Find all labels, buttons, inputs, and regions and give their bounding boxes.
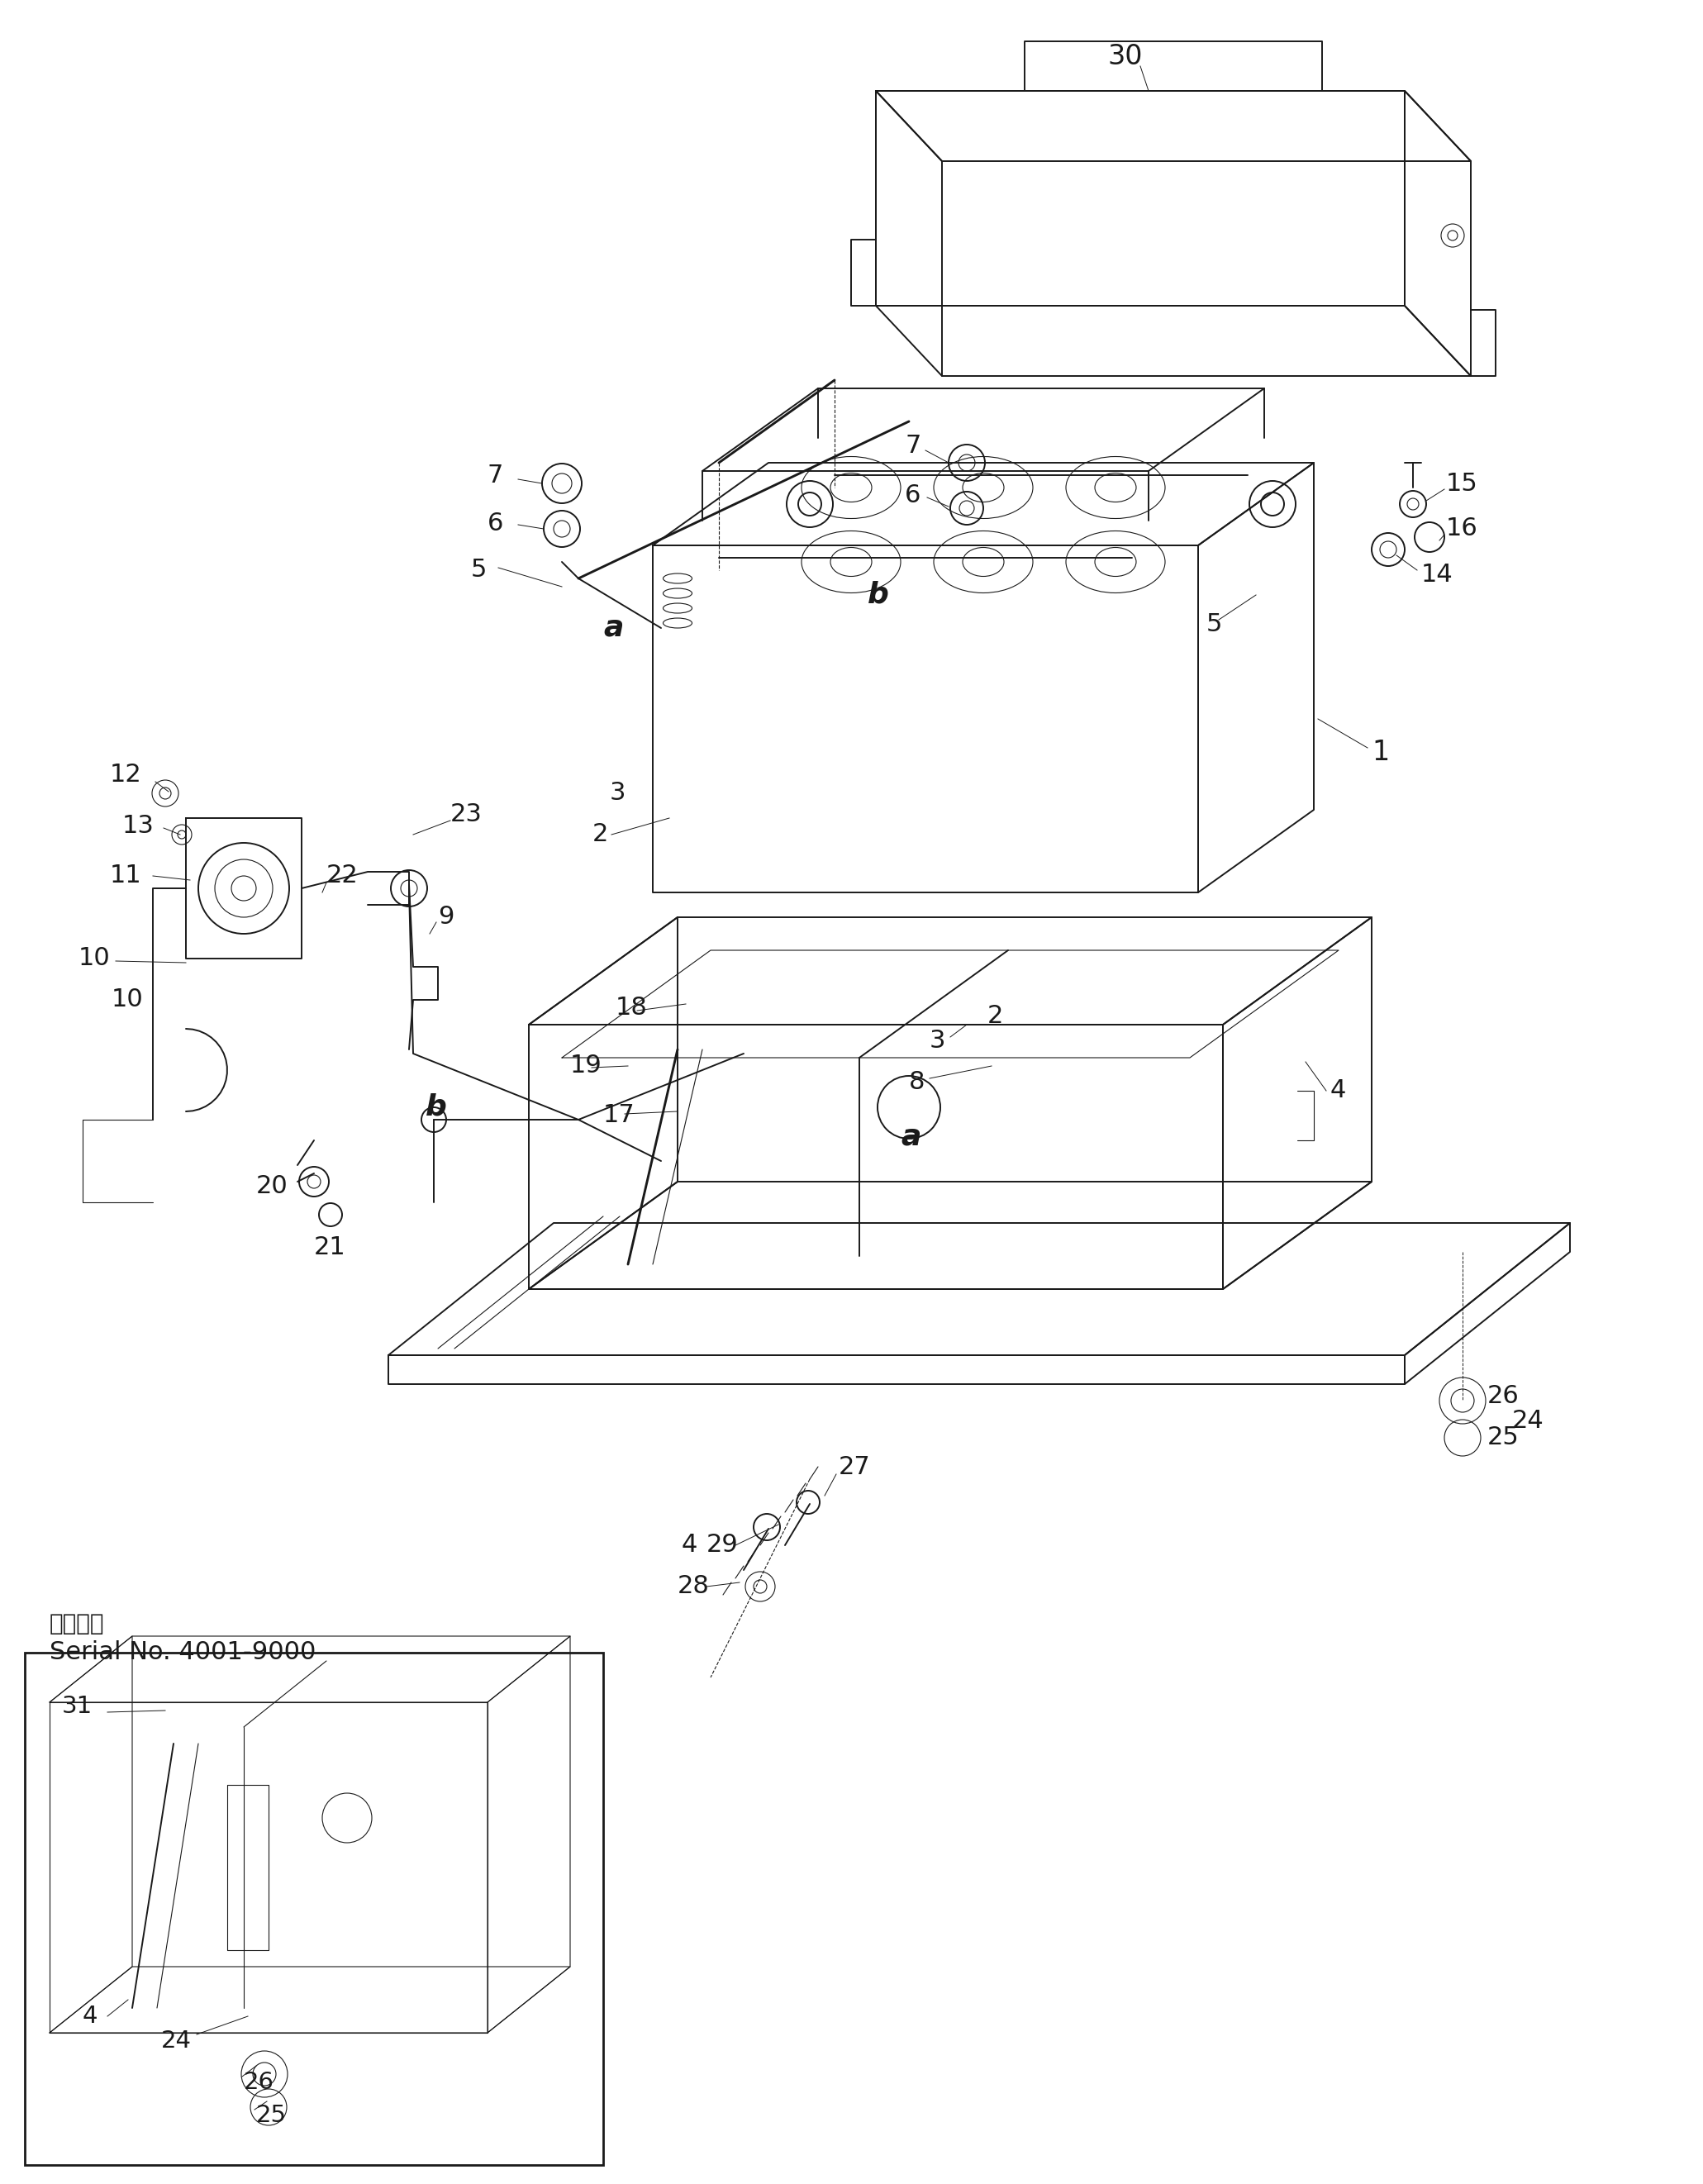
Text: a: a [901, 1123, 921, 1151]
Text: b: b [426, 1094, 446, 1120]
Text: 25: 25 [255, 2103, 286, 2127]
Text: 30: 30 [1107, 41, 1143, 70]
Text: 18: 18 [615, 996, 647, 1020]
Text: 11: 11 [111, 865, 141, 889]
Text: 20: 20 [255, 1173, 288, 1197]
Text: 8: 8 [909, 1070, 925, 1094]
Text: 7: 7 [487, 463, 504, 487]
Text: 13: 13 [123, 815, 155, 839]
Text: 10: 10 [78, 946, 111, 970]
Text: 21: 21 [313, 1236, 346, 1260]
Text: 6: 6 [904, 485, 921, 509]
Text: 4: 4 [681, 1533, 698, 1557]
Text: 27: 27 [838, 1455, 870, 1479]
Text: 1: 1 [1371, 738, 1390, 767]
Text: 24: 24 [162, 2029, 192, 2053]
Text: 17: 17 [603, 1103, 635, 1127]
Text: 2: 2 [593, 823, 608, 847]
Text: 7: 7 [904, 435, 921, 459]
Text: 適用号機: 適用号機 [49, 1612, 104, 1636]
Text: b: b [867, 581, 889, 609]
Text: 25: 25 [1487, 1426, 1519, 1450]
Text: 2: 2 [988, 1005, 1003, 1029]
Text: 23: 23 [450, 802, 482, 826]
Text: 14: 14 [1422, 561, 1453, 585]
Text: 3: 3 [930, 1029, 945, 1053]
Text: 29: 29 [707, 1533, 739, 1557]
Text: 4: 4 [1330, 1079, 1347, 1103]
Text: 12: 12 [111, 762, 141, 786]
Text: 15: 15 [1446, 472, 1478, 496]
Text: 5: 5 [1206, 612, 1223, 636]
Text: 19: 19 [571, 1055, 603, 1079]
Text: 31: 31 [61, 1695, 92, 1719]
Text: 24: 24 [1512, 1409, 1545, 1433]
Text: 22: 22 [327, 865, 358, 889]
Text: 9: 9 [438, 904, 455, 928]
Text: 26: 26 [244, 2070, 274, 2094]
Text: 5: 5 [472, 559, 487, 583]
Text: 10: 10 [112, 987, 143, 1011]
Text: a: a [603, 614, 623, 642]
Text: 6: 6 [487, 511, 504, 535]
Text: Serial No. 4001-9000: Serial No. 4001-9000 [49, 1640, 317, 1664]
Text: 28: 28 [678, 1575, 710, 1599]
Bar [26, 1653, 603, 2164]
Text: 3: 3 [610, 782, 627, 806]
Text: 16: 16 [1446, 518, 1478, 542]
Text: 26: 26 [1487, 1385, 1519, 1409]
Text: 4: 4 [83, 2005, 97, 2027]
